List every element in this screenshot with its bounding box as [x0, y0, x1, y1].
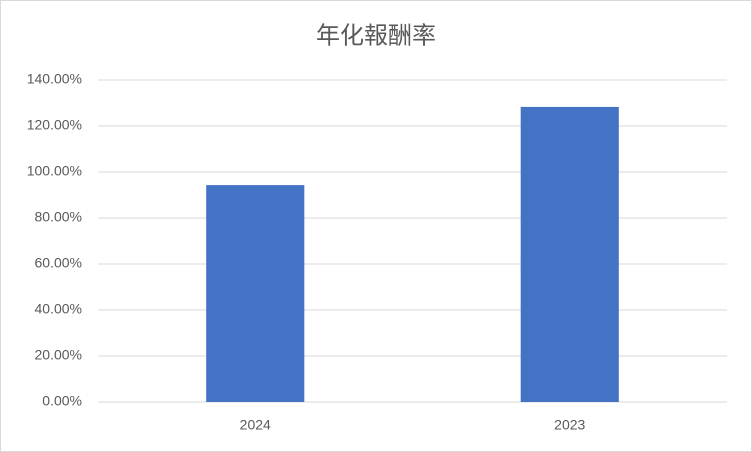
y-tick-label: 80.00%	[35, 209, 82, 225]
bar	[206, 185, 305, 402]
y-tick-label: 100.00%	[27, 163, 82, 179]
bar	[520, 106, 619, 402]
y-tick-label: 120.00%	[27, 117, 82, 133]
y-tick-label: 40.00%	[35, 301, 82, 317]
chart-title: 年化報酬率	[316, 22, 436, 49]
x-tick-label: 2024	[240, 417, 271, 433]
y-tick-label: 140.00%	[27, 71, 82, 87]
y-tick-label: 60.00%	[35, 255, 82, 271]
y-tick-label: 0.00%	[42, 393, 82, 409]
x-tick-label: 2023	[554, 417, 585, 433]
y-tick-label: 20.00%	[35, 347, 82, 363]
